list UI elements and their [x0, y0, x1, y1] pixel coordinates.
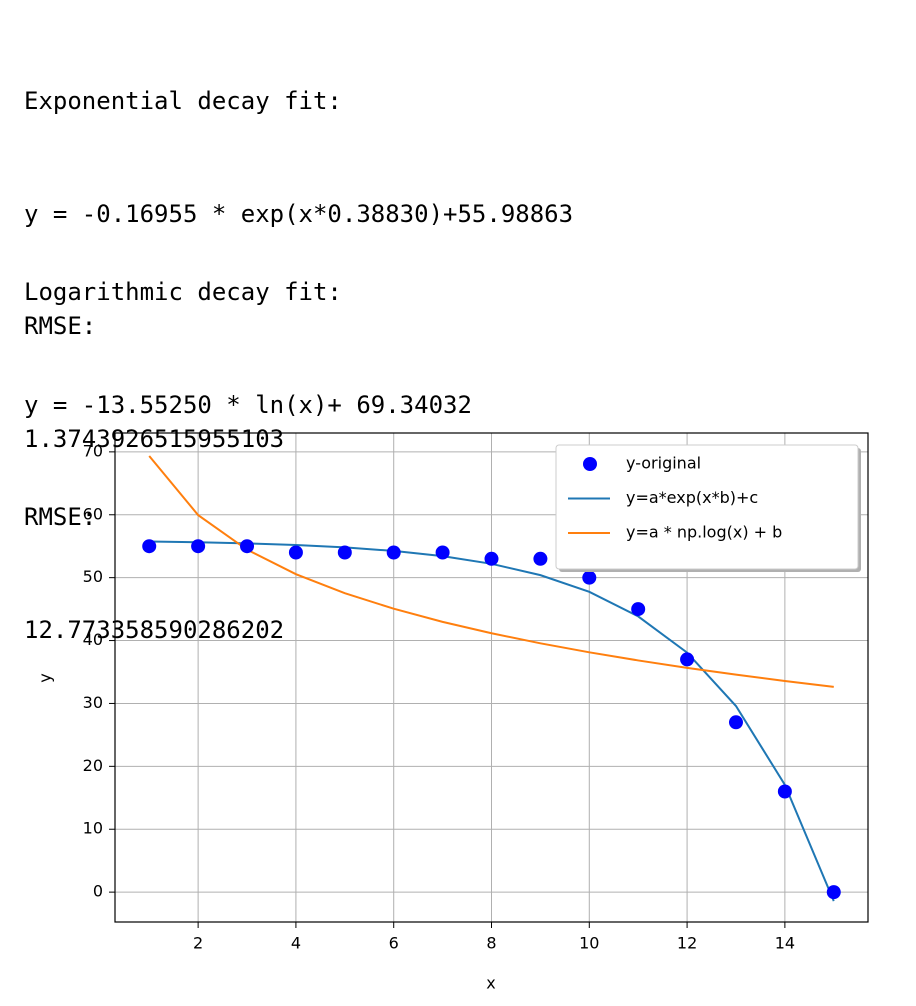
legend-label: y-original [626, 454, 701, 473]
data-point [288, 545, 303, 560]
y-tick-label: 10 [83, 819, 103, 838]
y-tick-label: 40 [83, 630, 103, 649]
x-tick-label: 8 [486, 934, 496, 953]
legend-label: y=a * np.log(x) + b [626, 523, 782, 542]
fit-line [148, 455, 834, 688]
x-axis-label: x [486, 974, 495, 993]
data-point [777, 784, 792, 799]
output-line: y = -13.55250 * ln(x)+ 69.34032 [24, 390, 472, 419]
data-point [680, 652, 695, 667]
output-line: 1.3743926515955103 [24, 424, 285, 453]
y-tick-label: 50 [83, 567, 103, 586]
y-tick-label: 30 [83, 693, 103, 712]
data-point [435, 545, 450, 560]
x-tick-label: 4 [291, 934, 301, 953]
data-point [826, 885, 841, 900]
output-line: RMSE: [24, 503, 97, 531]
data-point [728, 715, 743, 730]
output-block: Exponential decay fit: y = -0.16955 * ex… [24, 8, 573, 496]
output-line: Logarithmic decay fit: [24, 278, 342, 306]
x-tick-label: 14 [775, 934, 795, 953]
data-point [484, 551, 499, 566]
x-tick-label: 2 [193, 934, 203, 953]
data-point [240, 539, 255, 554]
output-line: y = -0.16955 * exp(x*0.38830)+55.98863 [24, 199, 574, 228]
output-line: RMSE: [24, 312, 97, 340]
y-tick-label: 70 [83, 441, 103, 460]
data-point [142, 539, 157, 554]
legend-label: y=a*exp(x*b)+c [626, 488, 758, 507]
output-line: Exponential decay fit: [24, 87, 342, 115]
data-point [191, 539, 206, 554]
x-tick-label: 6 [389, 934, 399, 953]
output-block: Logarithmic decay fit: y = -13.55250 * l… [24, 199, 472, 687]
x-tick-label: 12 [677, 934, 697, 953]
plot-frame [114, 432, 869, 923]
data-point [386, 545, 401, 560]
legend-marker [583, 457, 597, 471]
y-tick-label: 60 [83, 504, 103, 523]
output-line: 12.773358590286202 [24, 615, 285, 644]
data-point [533, 551, 548, 566]
data-point [582, 570, 597, 585]
y-tick-label: 0 [93, 882, 103, 901]
y-axis-label: y [36, 673, 55, 682]
y-tick-label: 20 [83, 756, 103, 775]
data-point [337, 545, 352, 560]
legend-box [555, 444, 859, 570]
data-point [631, 602, 646, 617]
x-tick-label: 10 [579, 934, 599, 953]
